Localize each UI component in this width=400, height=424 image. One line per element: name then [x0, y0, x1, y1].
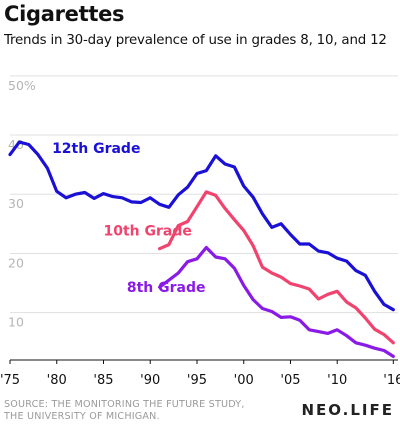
x-tick-label-1980: '80 — [47, 373, 67, 388]
x-tick-label-2010: '10 — [327, 373, 347, 388]
series-label-eighth: 8th Grade — [127, 280, 206, 296]
x-tick-label-1990: '90 — [140, 373, 160, 388]
series-lines — [8, 140, 395, 358]
x-axis-ticks: '75 '80 '85 '90 '95 '00 '05 '10 '16 — [0, 360, 400, 388]
grid-lines — [10, 75, 398, 314]
brand-logo: NEO.LIFE — [301, 401, 394, 419]
x-tick-label-1985: '85 — [93, 373, 113, 388]
source-note: SOURCE: THE MONITORING THE FUTURE STUDY,… — [4, 399, 245, 423]
series-line-twelfth — [8, 140, 395, 312]
x-tick-label-1975: '75 — [0, 373, 20, 388]
source-line-2: THE UNIVERSITY OF MICHIGAN. — [4, 411, 160, 422]
series-label-tenth: 10th Grade — [103, 224, 191, 240]
chart-title: Cigarettes — [4, 2, 125, 26]
series-line-eighth — [158, 245, 395, 358]
x-tick-label-2005: '05 — [280, 373, 300, 388]
series-line-tenth — [158, 190, 395, 345]
series-labels: 12th Grade 10th Grade 8th Grade — [52, 141, 205, 296]
chart-subtitle: Trends in 30-day prevalence of use in gr… — [4, 33, 387, 48]
y-tick-label-20: 20 — [8, 255, 24, 270]
y-tick-label-10: 10 — [8, 315, 24, 330]
x-tick-label-2000: '00 — [234, 373, 254, 388]
source-line-1: SOURCE: THE MONITORING THE FUTURE STUDY, — [4, 399, 245, 410]
y-tick-label-30: 30 — [8, 196, 24, 211]
x-tick-label-1995: '95 — [187, 373, 207, 388]
series-label-twelfth: 12th Grade — [52, 141, 140, 157]
x-tick-label-2016: '16 — [383, 373, 400, 388]
y-tick-label-50: 50% — [8, 78, 36, 93]
